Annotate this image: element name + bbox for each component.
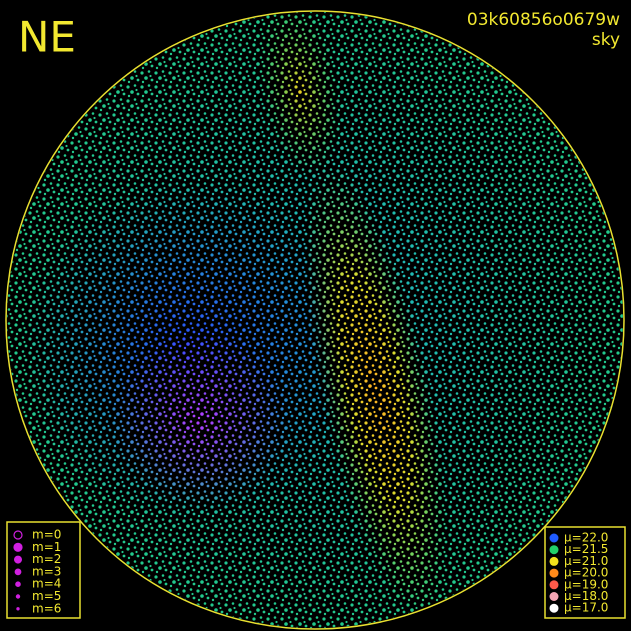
legend-label: m=2	[32, 552, 61, 566]
image-subtitle: sky	[592, 30, 620, 50]
legend-label: μ=21.0	[564, 554, 608, 568]
legend-label: μ=19.0	[564, 577, 608, 591]
legend-label: μ=21.5	[564, 542, 608, 556]
legend-marker	[16, 607, 20, 611]
legend-marker	[549, 592, 559, 601]
image-id: 03k60856o0679w	[467, 10, 620, 30]
legend-label: m=1	[32, 540, 61, 554]
legend-label: m=0	[32, 528, 61, 542]
legend-marker	[14, 568, 22, 576]
legend-label: μ=22.0	[564, 531, 608, 545]
legend-label: μ=18.0	[564, 589, 608, 603]
legend-marker	[549, 603, 559, 613]
legend-marker	[13, 530, 23, 540]
legend-marker	[549, 545, 559, 555]
magnitude-legend: m=0m=1m=2m=3m=4m=5m=6	[6, 521, 81, 619]
horizon-circle	[5, 10, 625, 630]
legend-label: m=4	[32, 577, 61, 591]
legend-label: m=3	[32, 564, 61, 578]
brightness-legend: μ=22.0μ=21.5μ=21.0μ=20.0μ=19.0μ=18.0μ=17…	[544, 526, 626, 619]
legend-marker	[15, 581, 21, 588]
legend-label: m=5	[32, 589, 61, 603]
legend-label: μ=20.0	[564, 566, 608, 580]
legend-marker	[549, 556, 559, 566]
legend-label: μ=17.0	[564, 601, 608, 615]
legend-label: m=6	[32, 601, 61, 615]
legend-marker	[15, 594, 21, 599]
legend-marker	[13, 542, 23, 552]
legend-marker	[549, 580, 559, 590]
legend-marker	[549, 533, 559, 543]
legend-marker	[14, 555, 23, 564]
direction-label: NE	[18, 13, 76, 62]
legend-marker	[549, 568, 559, 578]
